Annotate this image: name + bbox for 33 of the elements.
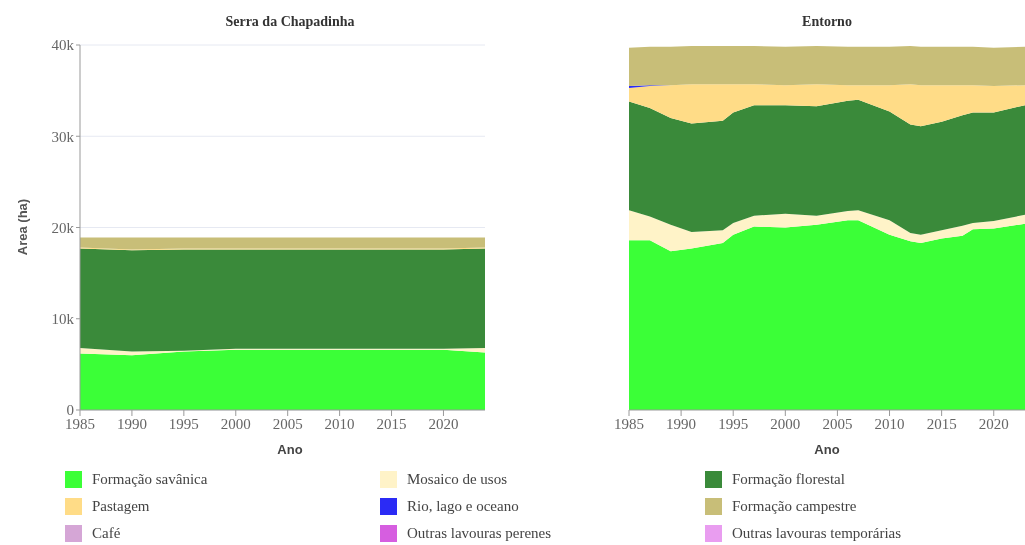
x-tick-label: 2000 <box>770 415 801 432</box>
chart-title: Entorno <box>801 14 853 30</box>
legend-label: Café <box>91 525 121 542</box>
legend-label: Pastagem <box>91 498 150 515</box>
y-axis-title: Area (ha) <box>14 198 30 256</box>
x-axis-title: Ano <box>813 442 841 457</box>
legend-label: Mosaico de usos <box>406 471 507 488</box>
legend-label: Rio, lago e oceano <box>406 498 519 515</box>
x-tick-label: 2010 <box>874 415 905 432</box>
x-tick-label: 2020 <box>428 415 459 432</box>
x-tick-label: 1990 <box>666 415 697 432</box>
x-tick-label: 2005 <box>822 415 853 432</box>
x-tick-label: 1990 <box>116 415 147 432</box>
chart-title: Serra da Chapadinha <box>224 14 356 30</box>
legend-label: Outras lavouras perenes <box>406 525 552 542</box>
x-tick-label: 2015 <box>376 415 407 432</box>
legend-label: Formação campestre <box>731 498 857 515</box>
y-tick-label: 30k <box>51 128 75 145</box>
x-tick-label: 2000 <box>220 415 251 432</box>
x-tick-label: 1995 <box>718 415 749 432</box>
legend-label: Formação florestal <box>731 471 845 488</box>
x-tick-label: 1985 <box>614 415 644 432</box>
x-tick-label: 2015 <box>926 415 957 432</box>
x-axis-title: Ano <box>276 442 304 457</box>
x-tick-label: 2020 <box>978 415 1009 432</box>
y-tick-label: 20k <box>51 219 75 236</box>
x-tick-label: 2010 <box>324 415 355 432</box>
y-tick-label: 10k <box>51 311 75 328</box>
x-tick-label: 2005 <box>272 415 303 432</box>
legend-label: Formação savânica <box>91 471 208 488</box>
x-tick-label: 1995 <box>168 415 199 432</box>
y-tick-label: 40k <box>51 37 75 54</box>
legend-label: Outras lavouras temporárias <box>731 525 902 542</box>
